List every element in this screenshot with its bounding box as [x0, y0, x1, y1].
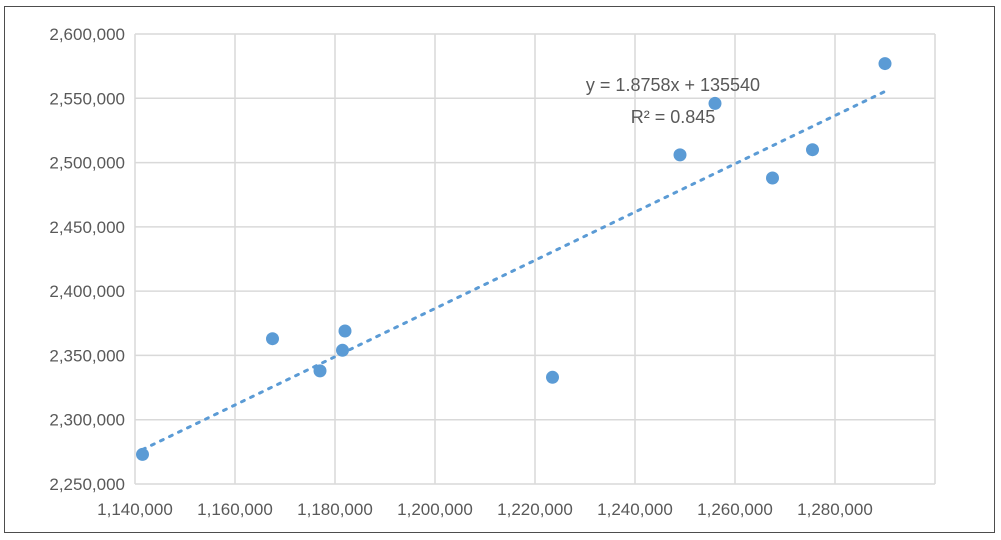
- gridlines: [134, 33, 936, 485]
- x-tick-label: 1,200,000: [397, 500, 473, 519]
- x-axis-tick-labels: 1,140,000 1,160,000 1,180,000 1,200,000 1,22…: [97, 500, 873, 519]
- data-point: [673, 148, 687, 162]
- data-point: [136, 447, 149, 461]
- x-tick-label: 1,180,000: [297, 500, 373, 519]
- chart-frame: 2,250,000 2,300,000 2,350,000 2,400,000 2,45…: [4, 6, 995, 533]
- data-point: [878, 57, 892, 71]
- data-point: [766, 171, 779, 185]
- y-axis-tick-labels: 2,250,000 2,300,000 2,350,000 2,400,000 2,45…: [49, 25, 125, 494]
- data-points: [136, 57, 892, 461]
- scatter-chart: 2,250,000 2,300,000 2,350,000 2,400,000 2,45…: [49, 25, 936, 519]
- data-point: [806, 143, 819, 157]
- trendline-r2-label: R² = 0.845: [631, 107, 716, 127]
- data-point: [546, 370, 559, 384]
- data-point: [338, 324, 352, 338]
- y-tick-label: 2,600,000: [49, 25, 125, 44]
- x-tick-label: 1,160,000: [197, 500, 273, 519]
- y-tick-label: 2,350,000: [49, 346, 125, 365]
- data-point: [336, 343, 349, 357]
- trendline-equation-label: y = 1.8758x + 135540: [586, 75, 760, 95]
- y-tick-label: 2,300,000: [49, 411, 125, 430]
- y-tick-label: 2,450,000: [49, 218, 125, 237]
- x-tick-label: 1,260,000: [697, 500, 773, 519]
- trendline: [141, 89, 887, 452]
- y-tick-label: 2,500,000: [49, 154, 125, 173]
- data-point: [313, 364, 327, 378]
- x-tick-label: 1,240,000: [597, 500, 673, 519]
- y-tick-label: 2,400,000: [49, 282, 125, 301]
- x-tick-label: 1,220,000: [497, 500, 573, 519]
- x-tick-label: 1,140,000: [97, 500, 173, 519]
- x-tick-label: 1,280,000: [797, 500, 873, 519]
- y-tick-label: 2,250,000: [49, 475, 125, 494]
- y-tick-label: 2,550,000: [49, 89, 125, 108]
- data-point: [708, 96, 722, 110]
- data-point: [266, 332, 279, 346]
